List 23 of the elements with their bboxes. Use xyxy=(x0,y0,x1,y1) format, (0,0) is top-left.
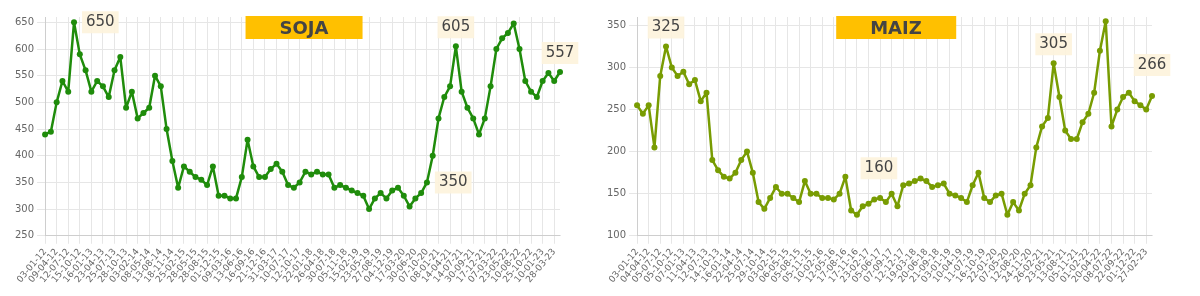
y-tick-label: 250 xyxy=(14,229,35,241)
y-tick-label: 150 xyxy=(606,187,627,199)
y-tick-label: 250 xyxy=(606,103,627,115)
annotation: 266 xyxy=(1137,54,1167,73)
annotation: 305 xyxy=(1039,34,1068,53)
y-tick-label: 300 xyxy=(14,202,35,214)
y-tick-label: 350 xyxy=(14,176,35,187)
y-tick-label: 550 xyxy=(14,69,35,81)
y-tick-label: 200 xyxy=(606,145,627,157)
y-tick-label: 600 xyxy=(14,42,35,54)
annotation: 650 xyxy=(86,12,115,31)
annotation: 350 xyxy=(438,172,468,191)
y-tick-label: 350 xyxy=(606,19,627,31)
annotation: 557 xyxy=(545,42,575,61)
annotation: 325 xyxy=(651,17,681,36)
y-tick-label: 400 xyxy=(14,149,35,161)
annotation: 160 xyxy=(864,158,894,177)
y-tick-label: 650 xyxy=(14,15,35,27)
y-tick-label: 500 xyxy=(14,95,35,107)
y-tick-label: 100 xyxy=(606,229,627,241)
annotation: 605 xyxy=(441,17,471,36)
y-tick-label: 450 xyxy=(14,122,35,134)
y-tick-label: 300 xyxy=(606,61,627,73)
